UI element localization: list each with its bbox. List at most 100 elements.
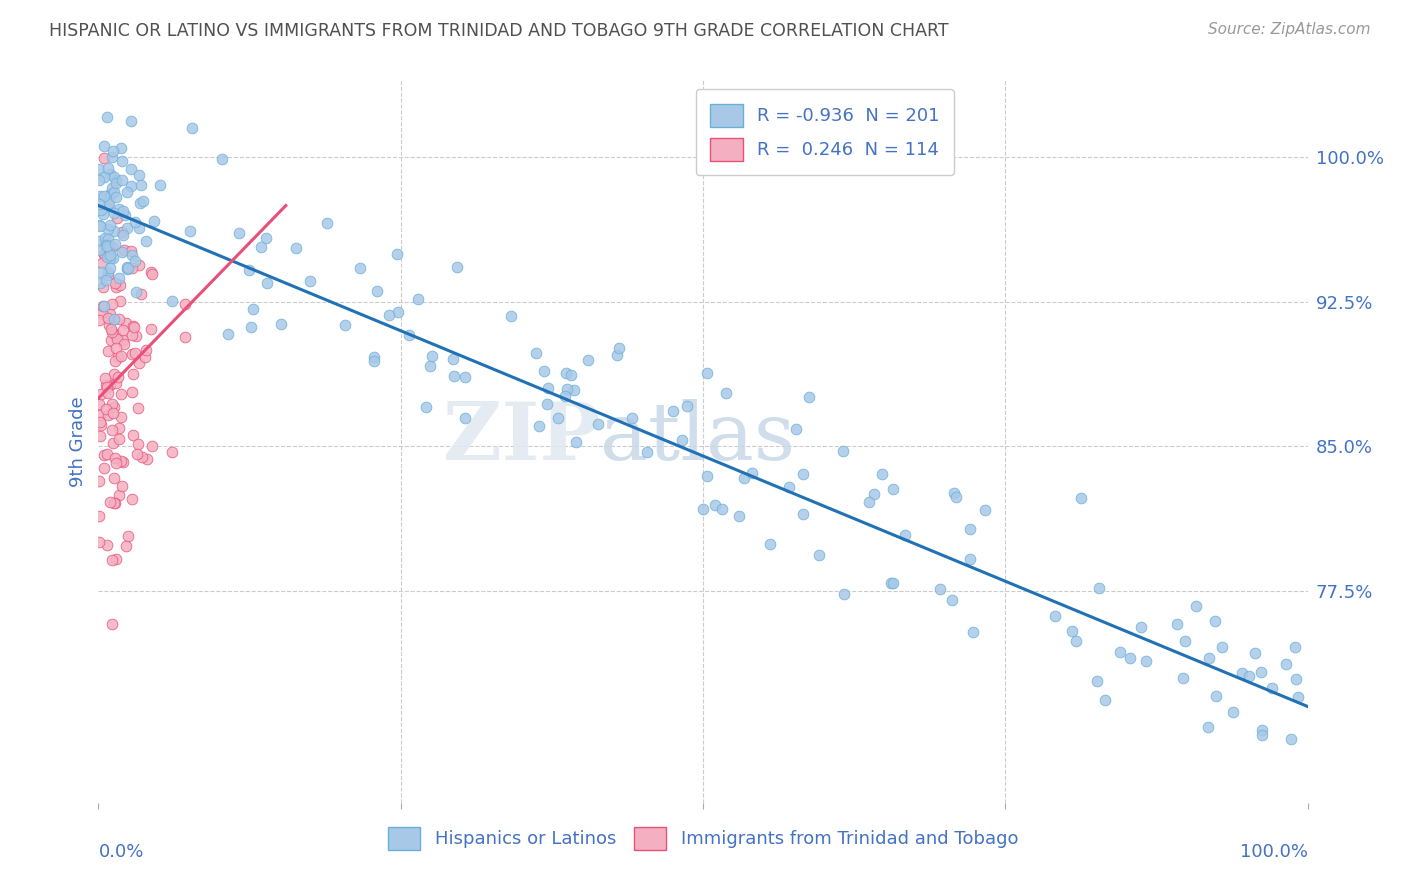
Point [87, 218, 110, 232]
Point [959, 552, 981, 566]
Point [94, 237, 117, 252]
Point [692, 502, 714, 516]
Point [240, 320, 263, 334]
Point [704, 499, 727, 513]
Point [554, 367, 576, 381]
Point [101, 325, 124, 339]
Point [562, 383, 585, 397]
Point [1222, 705, 1244, 719]
Point [1250, 728, 1272, 742]
Point [733, 471, 755, 485]
Point [97, 197, 120, 211]
Point [98, 378, 121, 392]
Point [117, 220, 139, 235]
Point [93, 138, 115, 153]
Point [127, 436, 149, 450]
Point [962, 624, 984, 639]
Point [211, 152, 233, 166]
Point [104, 450, 127, 465]
Point [108, 432, 131, 446]
Point [242, 302, 264, 317]
Text: HISPANIC OR LATINO VS IMMIGRANTS FROM TRINIDAD AND TOBAGO 9TH GRADE CORRELATION : HISPANIC OR LATINO VS IMMIGRANTS FROM TR… [49, 22, 949, 40]
Point [547, 410, 569, 425]
Point [385, 246, 408, 260]
Point [127, 401, 149, 415]
Point [104, 276, 127, 290]
Point [179, 224, 201, 238]
Point [104, 496, 127, 510]
Point [115, 539, 138, 553]
Point [101, 240, 124, 254]
Text: 100.0%: 100.0% [1240, 843, 1308, 861]
Point [174, 297, 197, 311]
Point [256, 276, 278, 290]
Point [1244, 646, 1267, 660]
Point [93, 299, 115, 313]
Point [316, 216, 339, 230]
Point [134, 351, 156, 365]
Point [945, 490, 967, 504]
Point [103, 205, 125, 219]
Point [422, 349, 444, 363]
Point [1230, 666, 1253, 681]
Point [96, 161, 118, 175]
Point [98, 318, 121, 332]
Point [128, 196, 150, 211]
Point [94, 248, 117, 262]
Point [103, 169, 125, 184]
Point [89, 397, 111, 411]
Point [104, 456, 127, 470]
Point [1173, 634, 1195, 648]
Point [89, 428, 111, 442]
Point [89, 276, 111, 290]
Point [606, 348, 628, 362]
Point [441, 351, 464, 366]
Point [120, 179, 142, 194]
Point [120, 162, 142, 177]
Point [443, 368, 465, 383]
Point [97, 343, 120, 358]
Point [91, 306, 114, 320]
Point [112, 227, 135, 242]
Point [104, 341, 127, 355]
Point [398, 328, 420, 343]
Text: 0.0%: 0.0% [98, 843, 143, 861]
Point [1185, 599, 1208, 613]
Point [711, 501, 734, 516]
Point [132, 194, 155, 208]
Point [419, 359, 441, 373]
Point [96, 379, 118, 393]
Point [1250, 723, 1272, 738]
Point [1064, 634, 1087, 648]
Point [120, 114, 142, 128]
Point [105, 332, 128, 346]
Point [180, 121, 202, 136]
Point [94, 231, 117, 245]
Point [98, 306, 121, 320]
Point [928, 582, 950, 596]
Point [96, 250, 118, 264]
Point [101, 435, 124, 450]
Point [103, 368, 125, 382]
Point [108, 488, 131, 502]
Point [127, 448, 149, 462]
Point [576, 353, 599, 368]
Point [565, 434, 588, 449]
Point [110, 172, 132, 186]
Point [1109, 645, 1132, 659]
Point [103, 311, 125, 326]
Point [1211, 640, 1233, 655]
Point [759, 536, 782, 550]
Point [108, 421, 131, 435]
Point [974, 503, 997, 517]
Point [637, 445, 659, 459]
Point [142, 214, 165, 228]
Point [121, 248, 143, 262]
Point [125, 285, 148, 299]
Point [103, 496, 125, 510]
Point [121, 385, 143, 400]
Point [91, 280, 114, 294]
Point [96, 110, 118, 124]
Point [111, 479, 134, 493]
Point [111, 203, 134, 218]
